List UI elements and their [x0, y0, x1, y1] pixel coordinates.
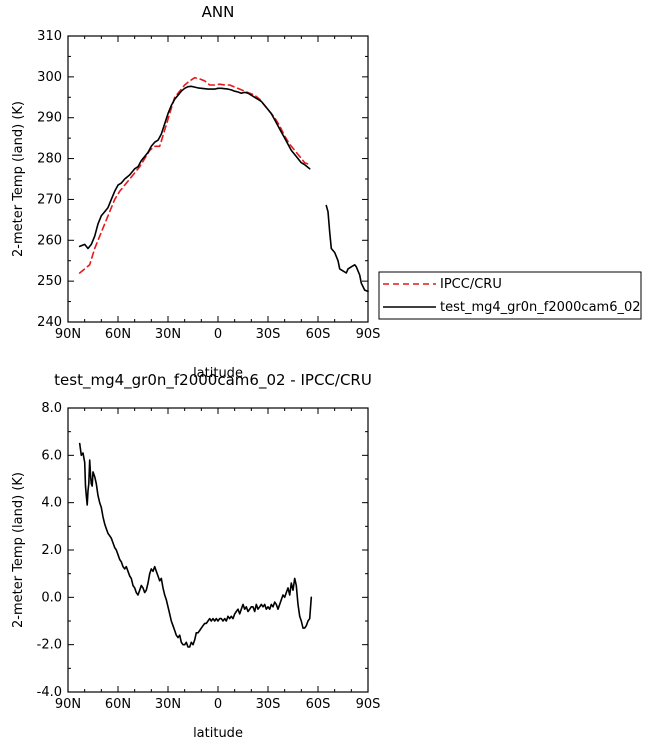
- bottom-chart-title: test_mg4_gr0n_f2000cam6_02 - IPCC/CRU: [54, 371, 372, 390]
- bottom-xtick-label: 60S: [306, 697, 331, 712]
- top-xtick-label: 60N: [105, 327, 131, 342]
- bottom-chart-ylabel: 2-meter Temp (land) (K): [11, 472, 26, 628]
- top-xtick-label: 30S: [256, 327, 281, 342]
- top-chart: ANN latitude 2-meter Temp (land) (K) 90N…: [11, 3, 380, 381]
- top-series-line-0: [78, 76, 311, 274]
- top-chart-series: [78, 76, 369, 293]
- bottom-ytick-label: 0.0: [41, 590, 62, 605]
- bottom-ytick-label: -4.0: [37, 685, 62, 700]
- bottom-chart: test_mg4_gr0n_f2000cam6_02 - IPCC/CRU la…: [11, 371, 380, 741]
- bottom-ytick-label: 6.0: [41, 448, 62, 463]
- bottom-xtick-label: 0: [214, 697, 222, 712]
- bottom-xtick-label: 60N: [105, 697, 131, 712]
- top-ytick-label: 260: [37, 233, 62, 248]
- bottom-chart-series: [78, 442, 313, 648]
- bottom-chart-frame: [67, 407, 369, 693]
- top-xtick-label: 60S: [306, 327, 331, 342]
- top-series-line-1: [78, 85, 369, 293]
- top-xtick-label: 90N: [55, 327, 81, 342]
- top-chart-title: ANN: [202, 3, 235, 21]
- top-xtick-label: 0: [214, 327, 222, 342]
- top-chart-xlabel: latitude: [193, 366, 243, 381]
- bottom-ytick-label: -2.0: [37, 638, 62, 653]
- bottom-xtick-label: 90S: [356, 697, 381, 712]
- bottom-series-line-0: [78, 442, 313, 648]
- top-ytick-label: 270: [37, 192, 62, 207]
- top-ytick-label: 240: [37, 315, 62, 330]
- legend-label-ipcc-cru: IPCC/CRU: [440, 277, 502, 292]
- top-ytick-label: 300: [37, 70, 62, 85]
- bottom-xtick-label: 30S: [256, 697, 281, 712]
- legend-box: [378, 271, 642, 320]
- bottom-ytick-label: 8.0: [41, 401, 62, 416]
- bottom-xtick-label: 30N: [155, 697, 181, 712]
- top-xtick-label: 90S: [356, 327, 381, 342]
- bottom-xtick-label: 90N: [55, 697, 81, 712]
- top-ytick-label: 250: [37, 274, 62, 289]
- legend: IPCC/CRU test_mg4_gr0n_f2000cam6_02: [378, 271, 642, 320]
- bottom-ytick-label: 4.0: [41, 496, 62, 511]
- bottom-ytick-label: 2.0: [41, 543, 62, 558]
- legend-label-test-model: test_mg4_gr0n_f2000cam6_02: [440, 300, 641, 315]
- top-ytick-label: 290: [37, 111, 62, 126]
- top-chart-frame: [67, 35, 369, 323]
- top-ytick-label: 310: [37, 29, 62, 44]
- bottom-chart-xlabel: latitude: [193, 726, 243, 741]
- top-ytick-label: 280: [37, 152, 62, 167]
- bottom-chart-ticks: 90N 60N 30N 0 30S 60S 90S -4.0 -2.0 0.0 2.0 4.0 6.0 8…: [37, 401, 381, 712]
- top-chart-ticks: 90N 60N 30N 0 30S 60S 90S 240 250 260 270 280 290 300…: [37, 29, 380, 342]
- top-chart-ylabel: 2-meter Temp (land) (K): [11, 101, 26, 257]
- top-xtick-label: 30N: [155, 327, 181, 342]
